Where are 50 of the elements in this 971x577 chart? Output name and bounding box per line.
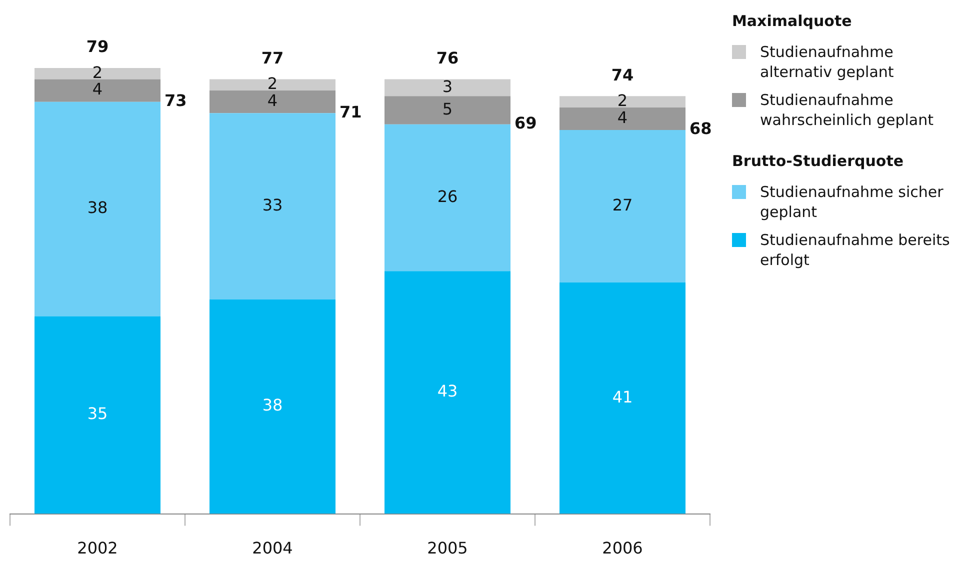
bar: [210, 299, 336, 514]
data-label: 33: [262, 195, 283, 214]
data-label: 4: [617, 108, 628, 127]
bar: [34, 79, 160, 102]
total-label: 74: [611, 65, 634, 84]
bar: [384, 96, 510, 124]
bar: [384, 79, 510, 96]
annotation: 69: [514, 114, 537, 133]
data-label: 38: [262, 396, 283, 415]
bar: [384, 124, 510, 272]
total-label: 77: [261, 48, 284, 68]
annotation: 68: [690, 119, 712, 138]
total-label: 76: [436, 48, 459, 68]
legend-label: Studienaufnahme alternativ geplant: [760, 42, 895, 82]
data-label: 26: [437, 186, 458, 206]
total-label: 79: [86, 37, 109, 56]
bar: [384, 271, 510, 514]
data-label: 3: [442, 76, 453, 96]
annotation: 71: [340, 102, 362, 122]
data-label: 2: [92, 62, 103, 82]
bar: [560, 96, 686, 108]
x-tick-label: 2005: [427, 538, 468, 558]
text: Brutto-Studierquote: [732, 152, 905, 170]
data-label: 43: [437, 382, 458, 401]
annotation: 73: [164, 90, 187, 110]
data-label: 27: [612, 195, 633, 214]
legend-label: Studienaufnahme wahrscheinlich geplant: [760, 90, 934, 130]
data-label: 2: [617, 90, 628, 110]
bar: [34, 102, 160, 316]
data-label: 2: [267, 74, 278, 94]
bar: [560, 282, 686, 514]
data-label: 35: [87, 404, 108, 424]
bar: [34, 316, 160, 514]
data-label: 4: [267, 90, 278, 110]
bar: [560, 107, 686, 130]
data-label: 4: [92, 80, 103, 99]
legend-label: Studienaufnahme sicher geplant: [760, 182, 944, 222]
data-label: 5: [442, 99, 453, 118]
bar: [210, 79, 336, 91]
bar: [210, 113, 336, 300]
x-tick-label: 2002: [77, 538, 118, 558]
data-label: 41: [612, 387, 633, 406]
text: Maximalquote: [732, 12, 853, 30]
x-tick-label: 2004: [252, 538, 293, 558]
x-tick-label: 2006: [602, 538, 643, 558]
bar: [34, 68, 160, 80]
bar: [560, 130, 686, 282]
bar: [210, 90, 336, 114]
data-label: 38: [87, 198, 108, 218]
legend-label: Studienaufnahme bereits erfolgt: [760, 230, 951, 270]
